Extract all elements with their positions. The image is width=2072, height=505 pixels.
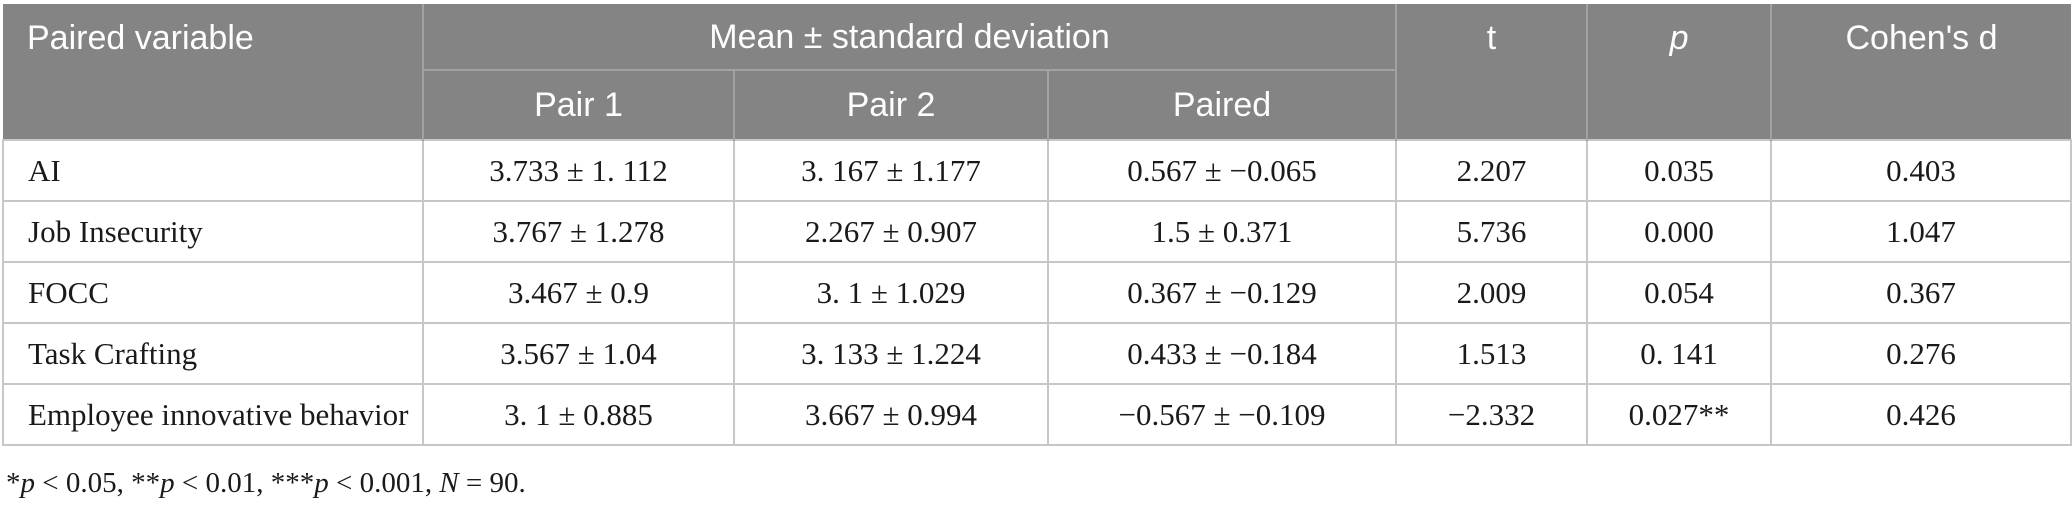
- cell-pair2: 2.267 ± 0.907: [733, 200, 1049, 263]
- paired-t-test-table: Paired variable Mean ± standard deviatio…: [2, 4, 2072, 446]
- cell-variable: Employee innovative behavior: [2, 383, 424, 446]
- cell-cohens-d: 0.276: [1770, 322, 2072, 385]
- cell-p: 0.027**: [1586, 383, 1773, 446]
- cell-variable: Task Crafting: [2, 322, 424, 385]
- cell-p: 0.000: [1586, 200, 1773, 263]
- table-row: FOCC 3.467 ± 0.9 3. 1 ± 1.029 0.367 ± −0…: [2, 261, 2072, 324]
- cell-p: 0.035: [1586, 139, 1773, 202]
- cell-pair1: 3. 1 ± 0.885: [422, 383, 735, 446]
- cell-p: 0.054: [1586, 261, 1773, 324]
- cell-t: 2.009: [1395, 261, 1589, 324]
- cell-pair2: 3. 1 ± 1.029: [733, 261, 1049, 324]
- cell-paired: −0.567 ± −0.109: [1046, 383, 1398, 446]
- table-row: AI 3.733 ± 1. 112 3. 167 ± 1.177 0.567 ±…: [2, 139, 2072, 202]
- table-header: Paired variable Mean ± standard deviatio…: [3, 4, 2072, 140]
- column-header-mean-sd-group: Mean ± standard deviation: [423, 4, 1397, 71]
- cell-paired: 0.567 ± −0.065: [1046, 139, 1398, 202]
- table-wrapper: Paired variable Mean ± standard deviatio…: [2, 4, 2072, 446]
- cell-t: 5.736: [1395, 200, 1589, 263]
- column-header-paired: Paired: [1048, 70, 1397, 140]
- cell-variable: FOCC: [2, 261, 424, 324]
- table-row: Job Insecurity 3.767 ± 1.278 2.267 ± 0.9…: [2, 200, 2072, 263]
- cell-cohens-d: 0.426: [1770, 383, 2072, 446]
- cell-variable: AI: [2, 139, 424, 202]
- cell-pair1: 3.767 ± 1.278: [422, 200, 735, 263]
- cell-pair1: 3.733 ± 1. 112: [422, 139, 735, 202]
- cell-pair2: 3. 133 ± 1.224: [733, 322, 1049, 385]
- column-header-pair1: Pair 1: [423, 70, 735, 140]
- column-header-t: t: [1395, 4, 1588, 140]
- cell-paired: 1.5 ± 0.371: [1046, 200, 1398, 263]
- table-body: AI 3.733 ± 1. 112 3. 167 ± 1.177 0.567 ±…: [2, 139, 2072, 446]
- table-row: Employee innovative behavior 3. 1 ± 0.88…: [2, 383, 2072, 446]
- cell-pair1: 3.567 ± 1.04: [422, 322, 735, 385]
- cell-cohens-d: 1.047: [1770, 200, 2072, 263]
- column-header-paired-variable: Paired variable: [3, 4, 424, 140]
- cell-pair2: 3. 167 ± 1.177: [733, 139, 1049, 202]
- table-row: Task Crafting 3.567 ± 1.04 3. 133 ± 1.22…: [2, 322, 2072, 385]
- cell-cohens-d: 0.403: [1770, 139, 2072, 202]
- cell-paired: 0.367 ± −0.129: [1046, 261, 1398, 324]
- cell-pair2: 3.667 ± 0.994: [733, 383, 1049, 446]
- cell-paired: 0.433 ± −0.184: [1046, 322, 1398, 385]
- column-header-pair2: Pair 2: [734, 70, 1049, 140]
- cell-p: 0. 141: [1586, 322, 1773, 385]
- cell-t: 2.207: [1395, 139, 1589, 202]
- cell-t: 1.513: [1395, 322, 1589, 385]
- column-header-cohens-d: Cohen's d: [1770, 4, 2072, 140]
- cell-pair1: 3.467 ± 0.9: [422, 261, 735, 324]
- cell-cohens-d: 0.367: [1770, 261, 2072, 324]
- column-header-p: p: [1586, 4, 1772, 140]
- cell-t: −2.332: [1395, 383, 1589, 446]
- table-footnote: *p < 0.05, **p < 0.01, ***p < 0.001, N =…: [6, 467, 526, 499]
- cell-variable: Job Insecurity: [2, 200, 424, 263]
